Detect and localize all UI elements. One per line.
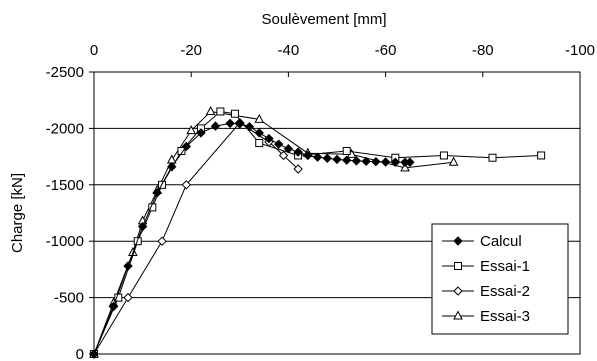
- data-point: [177, 146, 186, 155]
- legend-item: Essai-2: [442, 283, 530, 300]
- x-tick-label: -40: [278, 42, 300, 59]
- data-point: [123, 261, 133, 271]
- x-tick-label: -20: [180, 42, 202, 59]
- data-point: [371, 156, 381, 167]
- data-point: [181, 141, 192, 152]
- data-point: [137, 221, 148, 232]
- data-point: [351, 156, 362, 166]
- data-point: [181, 180, 192, 190]
- series-essai-3: [89, 105, 459, 358]
- data-point: [380, 157, 391, 167]
- data-point: [108, 301, 119, 312]
- data-point: [400, 162, 410, 172]
- data-point: [405, 157, 415, 167]
- tick-marks: [89, 71, 581, 355]
- x-tick-label: -80: [472, 42, 494, 59]
- data-point: [244, 122, 255, 132]
- data-point: [303, 150, 313, 161]
- data-point: [273, 139, 284, 149]
- x-tick-label: -60: [375, 42, 397, 59]
- legend-marker: [453, 310, 463, 320]
- legend-label: Essai-3: [480, 308, 530, 325]
- data-point: [293, 147, 303, 157]
- data-point: [133, 237, 142, 246]
- series-calcul: [89, 118, 415, 359]
- data-point: [488, 153, 497, 162]
- data-point: [283, 143, 294, 154]
- x-tick-label: -100: [565, 42, 595, 59]
- data-point: [332, 154, 342, 165]
- data-point: [293, 164, 303, 174]
- legend-marker: [453, 236, 463, 246]
- x-tick-labels: 0 -20 -40 -60 -80 -100: [90, 42, 595, 59]
- series-line: [93, 122, 299, 355]
- legend: Calcul Essai-1 Essai-2 Essai-3: [431, 223, 569, 335]
- data-point: [342, 155, 352, 165]
- data-point: [152, 187, 162, 198]
- series: [89, 105, 546, 359]
- plot-area: [93, 71, 581, 355]
- data-point: [157, 236, 167, 246]
- data-point: [167, 162, 177, 172]
- x-tick-label: 0: [90, 42, 98, 59]
- data-point: [361, 156, 371, 167]
- y-tick-label: -1500: [46, 177, 84, 194]
- data-point: [216, 107, 225, 116]
- data-point: [390, 157, 401, 167]
- data-point: [254, 128, 264, 138]
- data-point: [448, 156, 459, 166]
- data-point: [205, 105, 216, 115]
- data-point: [123, 292, 133, 303]
- data-point: [255, 139, 264, 148]
- data-point: [342, 146, 351, 155]
- data-point: [89, 349, 99, 359]
- y-tick-label: -1000: [46, 233, 84, 250]
- x-axis-title: Soulèvement [mm]: [261, 11, 386, 28]
- legend-item: Essai-1: [442, 258, 530, 275]
- legend-item: Essai-3: [442, 308, 530, 325]
- data-point: [196, 128, 206, 138]
- data-point: [439, 151, 448, 160]
- data-point: [312, 152, 323, 162]
- data-point: [278, 150, 289, 161]
- legend-marker: [453, 286, 463, 296]
- y-tick-label: -500: [54, 290, 84, 307]
- y-tick-labels: 0 -500 -1000 -1500 -2000 -2500: [46, 64, 84, 361]
- y-tick-label: -2000: [46, 120, 84, 137]
- legend-marker: [454, 262, 462, 270]
- data-point: [225, 118, 235, 129]
- data-point: [264, 133, 274, 144]
- data-point: [235, 119, 245, 129]
- data-point: [210, 121, 221, 131]
- legend-label: Essai-1: [480, 258, 530, 275]
- y-axis-title: Charge [kN]: [9, 173, 26, 253]
- legend-label: Essai-2: [480, 283, 530, 300]
- y-tick-label: 0: [76, 346, 84, 361]
- legend-label: Calcul: [480, 233, 522, 250]
- y-tick-label: -2500: [46, 64, 84, 81]
- data-point: [230, 109, 239, 118]
- data-point: [254, 113, 265, 123]
- data-point: [186, 125, 197, 135]
- data-point: [322, 153, 332, 163]
- data-point: [537, 151, 546, 160]
- legend-item: Calcul: [442, 233, 522, 250]
- series-essai-2: [89, 118, 303, 359]
